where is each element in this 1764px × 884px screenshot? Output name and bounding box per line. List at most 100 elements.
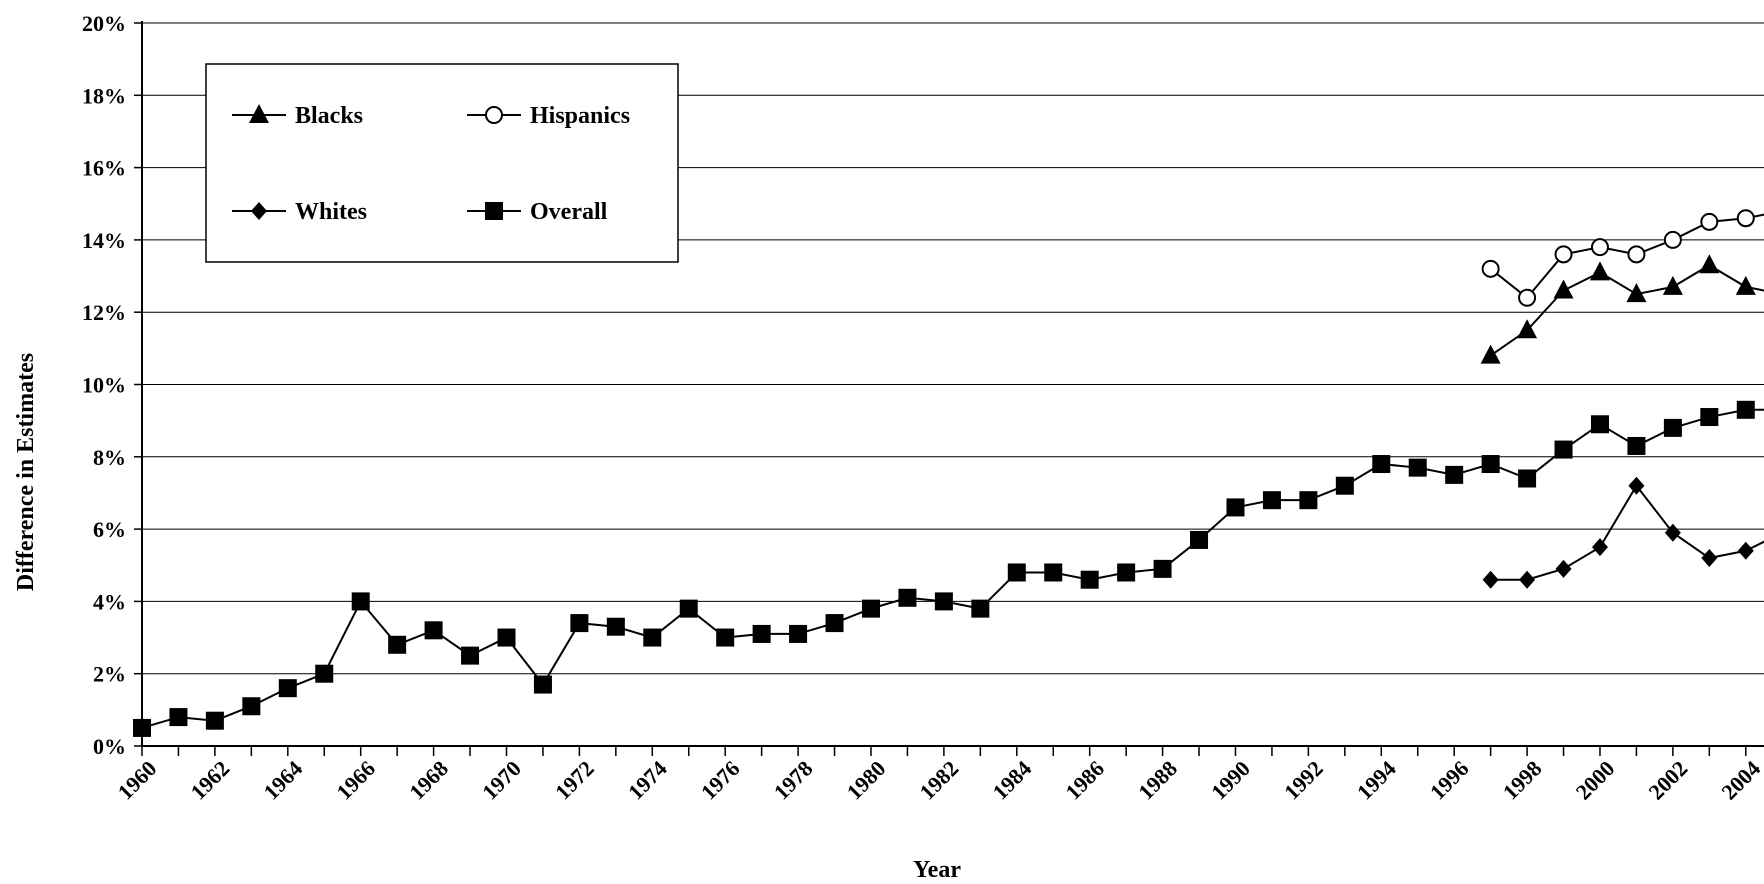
data-point-hispanics [1663,230,1682,249]
series-whites [1482,476,1764,589]
x-tick-label: 1996 [1425,756,1474,805]
x-tick-label: 2002 [1644,756,1693,805]
x-tick-label: 1964 [258,756,307,805]
x-axis-title: Year [913,857,961,883]
x-tick-label: 1990 [1206,756,1255,805]
legend-item-overall: Overall [467,199,608,225]
data-point-overall [1007,563,1026,582]
data-point-overall [898,588,917,607]
data-point-whites [1519,570,1536,589]
y-tick-label: 4% [93,589,126,614]
data-point-whites [1701,549,1718,568]
data-point-overall [1408,458,1427,477]
data-point-hispanics [1554,245,1573,264]
data-point-overall [971,599,990,618]
data-point-whites [1664,523,1681,542]
data-point-overall [533,675,552,694]
data-point-overall [1080,570,1099,589]
data-point-overall [570,614,589,633]
x-tick-label: 1992 [1279,756,1328,805]
x-tick-label: 1972 [550,756,599,805]
x-tick-label: 1966 [331,756,380,805]
data-point-overall [424,621,443,640]
y-tick-label: 20% [82,11,126,36]
legend-item-whites: Whites [232,199,367,225]
data-point-blacks [1735,275,1756,295]
x-tick-label: 1986 [1060,756,1109,805]
y-tick-label: 16% [82,156,126,181]
data-point-hispanics [1627,245,1646,264]
data-point-overall [278,679,297,698]
x-tick-label: 2000 [1571,756,1620,805]
x-tick-label: 1984 [987,756,1036,805]
data-point-overall [1153,559,1172,578]
data-point-overall [716,628,735,647]
data-point-blacks [1589,261,1610,281]
data-point-whites [1628,476,1645,495]
data-point-overall [1627,436,1646,455]
y-tick-label: 10% [82,373,126,398]
data-point-overall [242,697,261,716]
data-point-overall [1226,498,1245,517]
y-tick-label: 2% [93,662,126,687]
x-tick-label: 1998 [1498,756,1547,805]
legend: Blacks Hispanics Whites Overall [205,63,679,263]
legend-marker-hispanics [485,106,503,124]
x-tick-label: 1968 [404,756,453,805]
x-tick-label: 1960 [113,756,162,805]
legend-marker-overall [485,202,503,220]
legend-label-blacks: Blacks [295,103,363,129]
series [133,209,1764,737]
data-point-overall [388,635,407,654]
data-point-whites [1591,538,1608,557]
data-point-whites [1555,559,1572,578]
data-point-overall [1554,440,1573,459]
x-tick-label: 1982 [915,756,964,805]
y-tick-label: 18% [82,83,126,108]
data-point-overall [351,592,370,611]
x-tick-label: 1978 [769,756,818,805]
legend-label-hispanics: Hispanics [530,103,630,129]
data-point-overall [752,624,771,643]
data-point-overall [205,711,224,730]
x-tick-label: 1962 [186,756,235,805]
data-point-hispanics [1518,288,1537,307]
series-hispanics [1481,209,1764,307]
x-tick-label: 1994 [1352,756,1401,805]
data-point-overall [133,718,151,737]
data-point-blacks [1662,275,1683,295]
data-point-overall [1372,455,1391,474]
data-point-overall [679,599,698,618]
data-point-overall [861,599,880,618]
data-point-overall [825,614,844,633]
data-point-overall [1663,418,1682,437]
x-tick-label: 1970 [477,756,526,805]
legend-item-blacks: Blacks [232,103,363,129]
data-point-overall [789,624,808,643]
data-point-overall [1736,400,1755,419]
data-point-overall [461,646,480,665]
data-point-overall [1044,563,1063,582]
y-tick-label: 0% [93,734,126,759]
data-point-overall [1190,530,1209,549]
data-point-overall [1700,408,1719,427]
data-point-overall [1262,491,1281,510]
series-line-overall [141,408,1764,729]
data-point-overall [1299,491,1318,510]
data-point-overall [315,664,334,683]
series-blacks [1480,254,1764,364]
data-point-blacks [1626,283,1647,303]
data-point-overall [1117,563,1136,582]
x-tick-label: 1974 [623,756,672,805]
data-point-whites [1737,541,1754,560]
data-point-hispanics [1590,238,1609,257]
series-overall [133,400,1764,737]
legend-marker-whites [251,202,267,220]
y-tick-label: 14% [82,228,126,253]
y-tick-label: 8% [93,445,126,470]
data-point-blacks [1553,279,1574,299]
data-point-whites [1482,570,1499,589]
legend-marker-blacks [249,104,269,123]
data-point-blacks [1480,344,1501,364]
